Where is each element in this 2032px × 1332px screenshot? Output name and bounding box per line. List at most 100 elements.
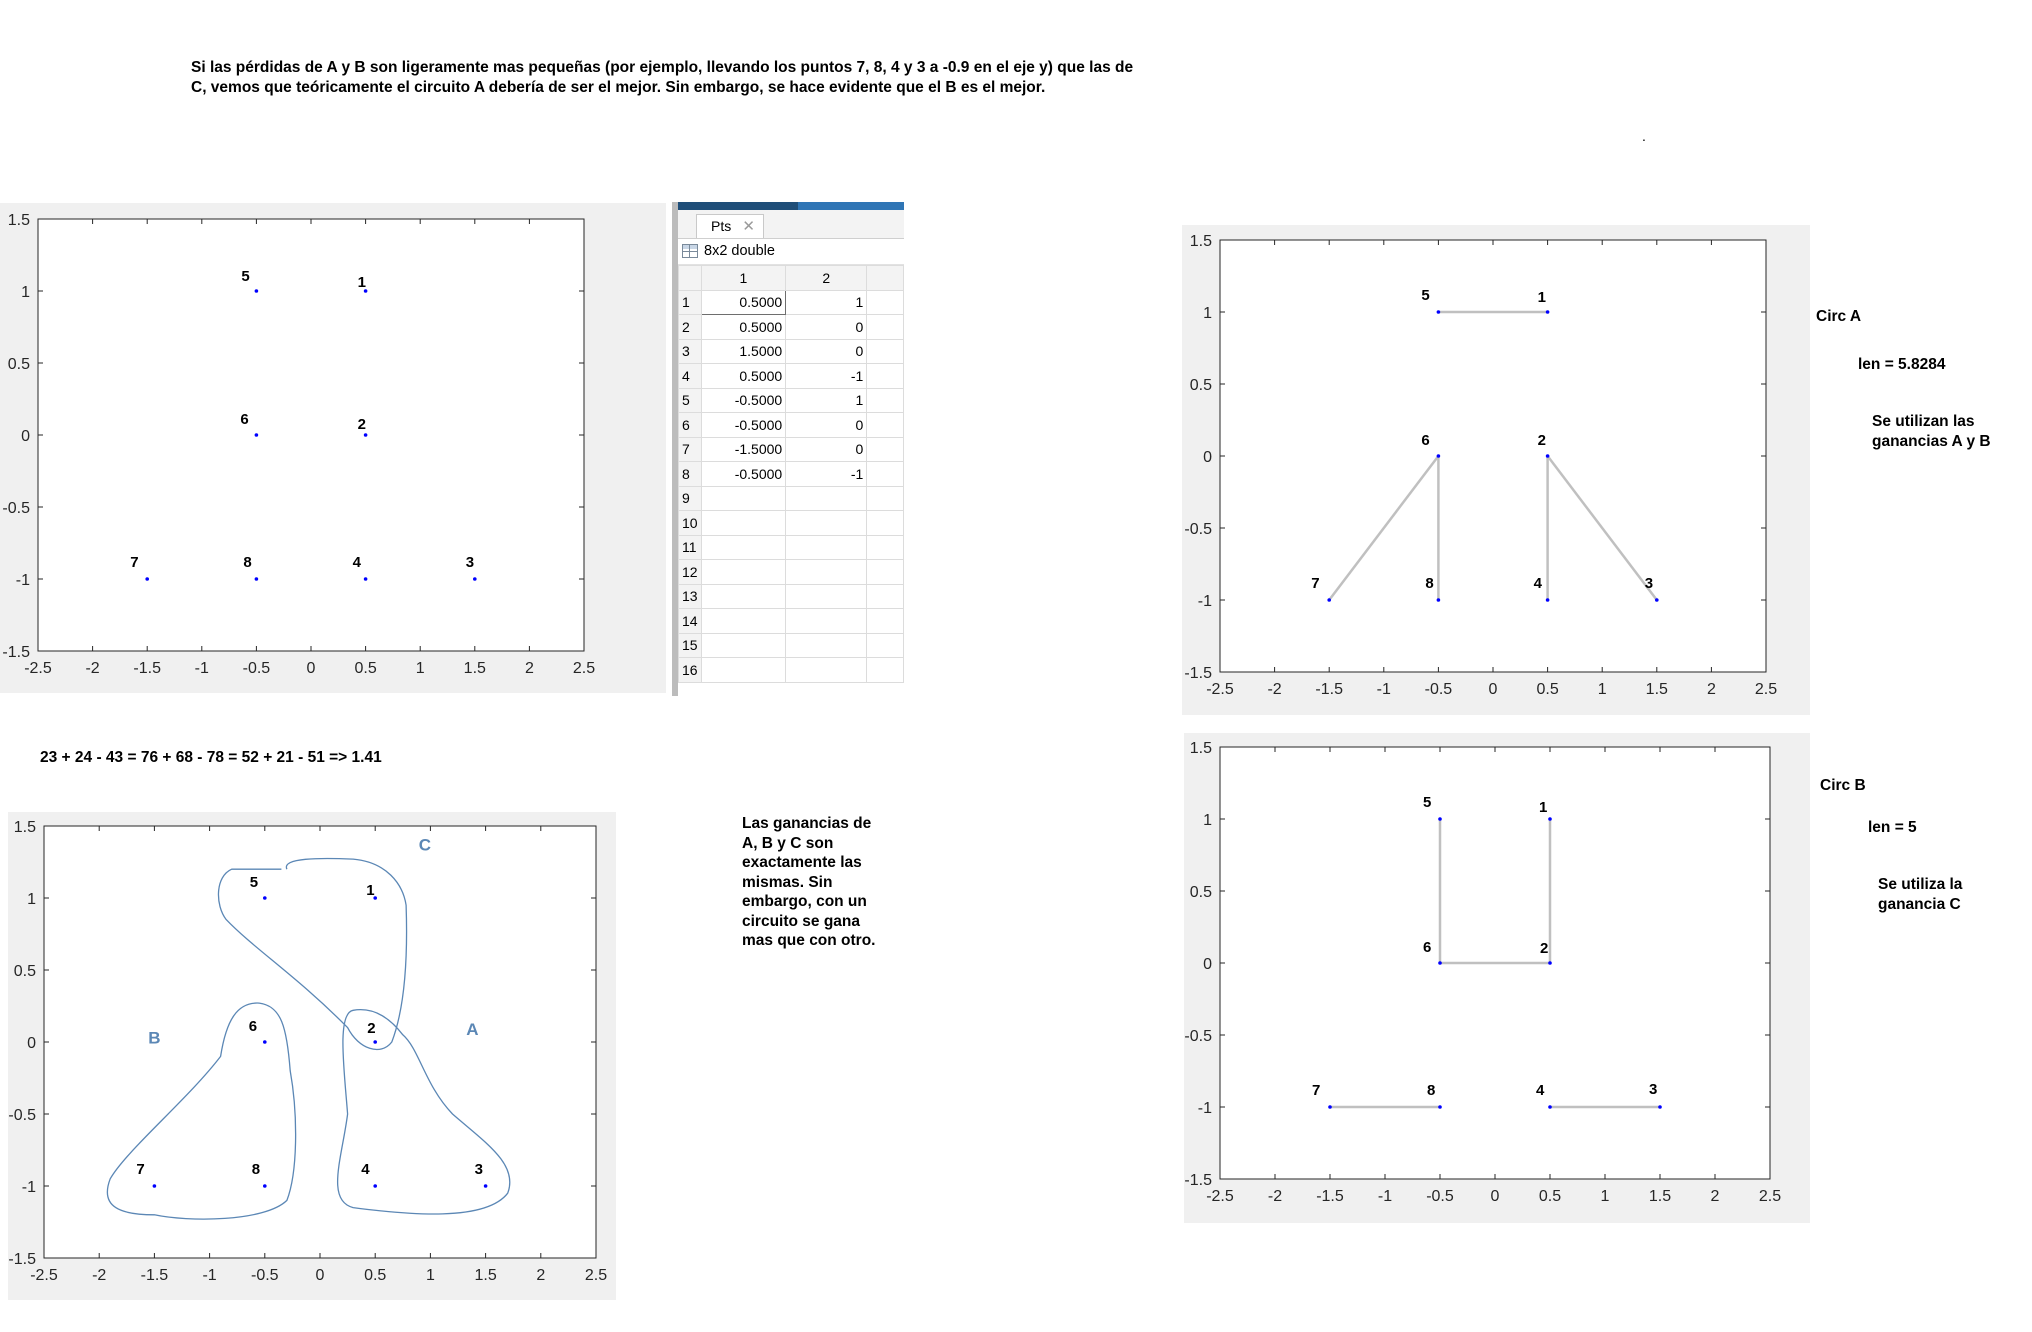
table-row[interactable]: 12	[678, 559, 904, 585]
row-header[interactable]: 3	[678, 338, 702, 364]
cell-empty[interactable]	[866, 510, 904, 536]
cell-empty[interactable]	[866, 387, 904, 413]
cell-empty[interactable]	[866, 314, 904, 340]
close-icon[interactable]: ✕	[742, 218, 755, 235]
row-header[interactable]: 5	[678, 387, 702, 413]
row-header[interactable]: 7	[678, 436, 702, 462]
cell-col-1[interactable]: -0.5000	[700, 387, 787, 413]
cell-col-1[interactable]	[700, 559, 787, 585]
x-tick-label: 0	[316, 1267, 325, 1284]
table-row[interactable]: 7 -1.5000 0	[678, 436, 904, 462]
cell-empty[interactable]	[866, 461, 904, 487]
table-row[interactable]: 4 0.5000 -1	[678, 363, 904, 389]
table-row[interactable]: 15	[678, 632, 904, 658]
cell-col-1[interactable]: 1.5000	[700, 338, 787, 364]
row-header[interactable]: 12	[678, 559, 702, 585]
cell-col-2[interactable]	[785, 608, 868, 634]
cell-col-2[interactable]	[785, 559, 868, 585]
cell-col-2[interactable]	[785, 534, 868, 560]
tab-pts[interactable]: Pts ✕	[696, 214, 764, 238]
cell-col-2[interactable]	[785, 510, 868, 536]
cell-empty[interactable]	[866, 338, 904, 364]
cell-empty[interactable]	[866, 583, 904, 609]
cell-col-1[interactable]	[700, 608, 787, 634]
point-label: 7	[136, 1161, 144, 1178]
data-point	[1548, 817, 1552, 821]
point-label: 2	[1538, 432, 1546, 449]
x-tick-label: -2	[1267, 681, 1281, 698]
row-header[interactable]: 16	[678, 657, 702, 683]
cell-col-2[interactable]: 1	[785, 289, 868, 315]
cell-col-2[interactable]	[785, 485, 868, 511]
table-row[interactable]: 8 -0.5000 -1	[678, 461, 904, 487]
y-tick-label: -0.5	[2, 500, 30, 517]
cell-col-1[interactable]: -0.5000	[700, 412, 787, 438]
gains-line: mas que con otro.	[742, 932, 876, 949]
cell-empty[interactable]	[866, 436, 904, 462]
table-row[interactable]: 6 -0.5000 0	[678, 412, 904, 438]
table-row[interactable]: 13	[678, 583, 904, 609]
table-row[interactable]: 2 0.5000 0	[678, 314, 904, 340]
cell-col-1[interactable]	[700, 632, 787, 658]
variable-editor: Pts ✕ 8x2 double 1 2 1 0.5000 1 2 0.5000 0 3 1.…	[672, 202, 904, 696]
cell-empty[interactable]	[866, 412, 904, 438]
data-point	[1545, 454, 1550, 458]
cell-col-2[interactable]	[785, 657, 868, 683]
cell-empty[interactable]	[866, 632, 904, 658]
cell-col-1[interactable]	[700, 510, 787, 536]
row-header[interactable]: 15	[678, 632, 702, 658]
row-header[interactable]: 14	[678, 608, 702, 634]
table-row[interactable]: 9	[678, 485, 904, 511]
row-header[interactable]: 6	[678, 412, 702, 438]
row-header[interactable]: 1	[678, 289, 702, 315]
cell-col-1[interactable]	[700, 534, 787, 560]
y-tick-label: 1.5	[1190, 233, 1212, 250]
cell-col-1[interactable]	[700, 583, 787, 609]
cell-col-2[interactable]	[785, 583, 868, 609]
cell-col-2[interactable]: 0	[785, 436, 868, 462]
row-header[interactable]: 4	[678, 363, 702, 389]
x-tick-label: -1	[195, 660, 209, 677]
table-row[interactable]: 16	[678, 657, 904, 683]
cell-col-2[interactable]: -1	[785, 363, 868, 389]
table-row[interactable]: 11	[678, 534, 904, 560]
row-header[interactable]: 8	[678, 461, 702, 487]
col-header-1[interactable]: 1	[700, 265, 787, 291]
cell-col-2[interactable]	[785, 632, 868, 658]
data-point	[152, 1184, 157, 1188]
cell-empty[interactable]	[866, 534, 904, 560]
cell-col-1[interactable]: 0.5000	[700, 314, 787, 340]
table-row[interactable]: 1 0.5000 1	[678, 289, 904, 315]
cell-col-2[interactable]: 1	[785, 387, 868, 413]
col-header-2[interactable]: 2	[785, 265, 868, 291]
variable-table[interactable]: 1 2 1 0.5000 1 2 0.5000 0 3 1.5000 0 4 0.5000 -1 5 -0…	[678, 265, 904, 683]
table-row[interactable]: 10	[678, 510, 904, 536]
cell-col-1[interactable]	[700, 485, 787, 511]
cell-empty[interactable]	[866, 485, 904, 511]
cell-col-1[interactable]: 0.5000	[700, 363, 787, 389]
cell-empty[interactable]	[866, 559, 904, 585]
cell-col-1[interactable]: -1.5000	[700, 436, 787, 462]
table-row[interactable]: 14	[678, 608, 904, 634]
cell-col-2[interactable]: 0	[785, 338, 868, 364]
cell-empty[interactable]	[866, 657, 904, 683]
cell-col-1[interactable]: -0.5000	[700, 461, 787, 487]
cell-col-1[interactable]	[700, 657, 787, 683]
cell-empty[interactable]	[866, 289, 904, 315]
cell-col-1[interactable]: 0.5000	[700, 289, 787, 315]
editor-tabbar: Pts ✕	[678, 210, 904, 239]
cell-empty[interactable]	[866, 363, 904, 389]
y-tick-label: 0.5	[1190, 884, 1212, 901]
row-header[interactable]: 13	[678, 583, 702, 609]
table-row[interactable]: 5 -0.5000 1	[678, 387, 904, 413]
cell-col-2[interactable]: 0	[785, 314, 868, 340]
row-header[interactable]: 11	[678, 534, 702, 560]
row-header[interactable]: 9	[678, 485, 702, 511]
table-row[interactable]: 3 1.5000 0	[678, 338, 904, 364]
cell-empty[interactable]	[866, 608, 904, 634]
cell-col-2[interactable]: -1	[785, 461, 868, 487]
cell-col-2[interactable]: 0	[785, 412, 868, 438]
row-header[interactable]: 2	[678, 314, 702, 340]
plot2-panel: -2.5 -2 -1.5 -1 -0.5 0 0.5 1 1.5 2 2.5 1.5 1 0.5 0 -0.5…	[8, 812, 616, 1300]
row-header[interactable]: 10	[678, 510, 702, 536]
